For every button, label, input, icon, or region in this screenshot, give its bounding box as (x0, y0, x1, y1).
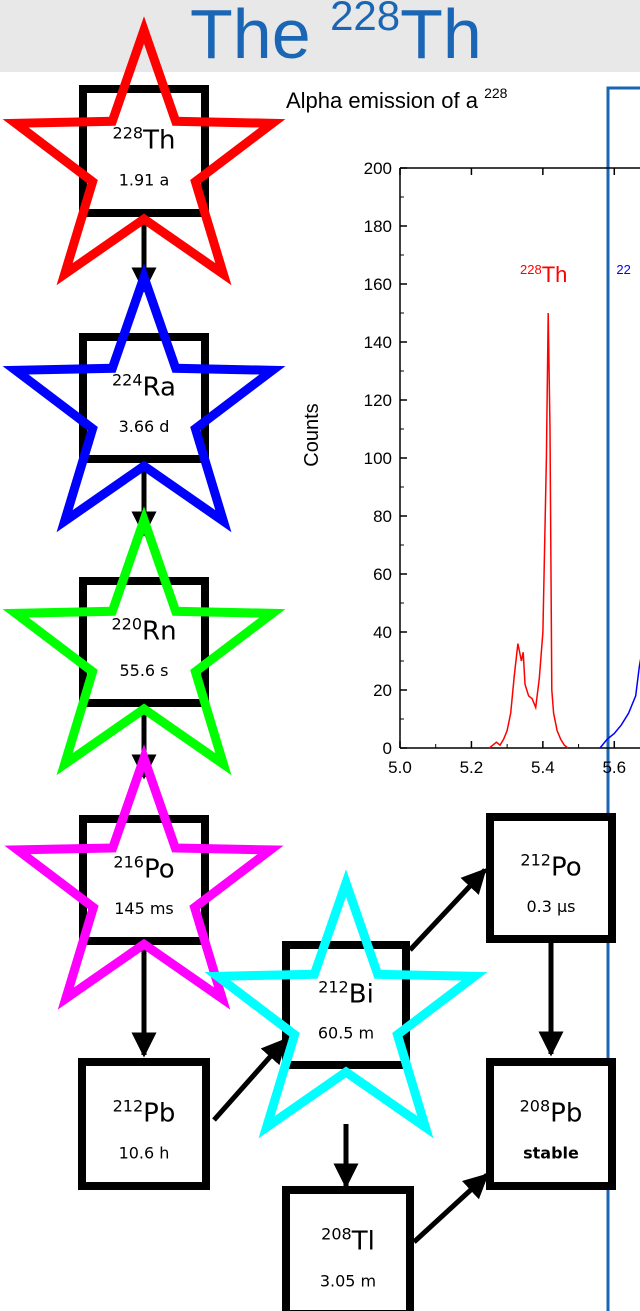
nuclide-symbol: 228Th (113, 124, 176, 156)
spectrum-series-line (599, 658, 640, 749)
star-marker-ra224 (2, 263, 286, 533)
nuclide-symbol: 208Tl (321, 1225, 375, 1257)
y-tick-label: 200 (364, 159, 392, 178)
nuclide-symbol: 208Pb (520, 1097, 583, 1129)
x-tick-label: 5.6 (602, 758, 626, 777)
nuclide-half-life: stable (523, 1144, 579, 1163)
y-tick-label: 180 (364, 217, 392, 236)
y-tick-label: 60 (373, 565, 392, 584)
arrow-bi-po (408, 868, 487, 952)
peak-label: 228Th (520, 262, 567, 287)
nuclide-box-frame (79, 333, 209, 463)
y-tick-label: 100 (364, 449, 392, 468)
nuclide-box-ra224: 224Ra 3.66 d (79, 333, 209, 463)
star-marker-th228 (2, 16, 286, 286)
info-panel-border (606, 86, 640, 1311)
x-tick-label: 5.4 (531, 758, 555, 777)
nuclide-half-life: 1.91 a (119, 171, 170, 190)
peak-label: 22 (616, 262, 630, 277)
nuclide-box-th228: 228Th 1.91 a (79, 85, 209, 217)
nuclide-half-life: 3.05 m (320, 1272, 376, 1291)
nuclide-symbol: 224Ra (112, 371, 176, 403)
chart-caption: Alpha emission of a 228 (286, 85, 508, 113)
nuclide-box-frame (282, 1186, 414, 1311)
nuclide-box-frame (79, 85, 209, 217)
nuclide-box-po212: 212Po 0.3 µs (486, 813, 616, 943)
nuclide-half-life: 55.6 s (119, 661, 168, 680)
y-tick-label: 80 (373, 507, 392, 526)
arrow-pb-bi (212, 1038, 287, 1122)
y-tick-label: 120 (364, 391, 392, 410)
nuclide-box-frame (79, 815, 209, 945)
slide-title: The 228Th (190, 0, 482, 73)
star-marker-po216 (4, 744, 284, 1010)
nuclide-box-frame (486, 1058, 616, 1190)
y-tick-label: 140 (364, 333, 392, 352)
nuclide-symbol: 212Pb (113, 1097, 176, 1129)
nuclide-half-life: 10.6 h (119, 1144, 170, 1163)
y-tick-label: 0 (383, 739, 392, 758)
nuclide-box-po216: 216Po 145 ms (79, 815, 209, 945)
nuclide-box-pb208: 208Pb stable (486, 1058, 616, 1190)
star-marker-bi212 (204, 869, 488, 1139)
nuclide-box-bi212: 212Bi 60.5 m (282, 941, 410, 1069)
nuclide-symbol: 220Rn (111, 615, 176, 647)
x-tick-label: 5.0 (388, 758, 412, 777)
nuclide-symbol: 216Po (113, 853, 174, 885)
nuclide-symbol: 212Po (520, 851, 581, 883)
nuclide-half-life: 0.3 µs (526, 897, 575, 916)
nuclide-symbol: 212Bi (318, 978, 374, 1010)
title-banner (0, 0, 640, 72)
nuclide-box-frame (78, 1058, 210, 1190)
alpha-spectrum-chart: Counts 0 20 40 60 80 100 120 140 160 180 200 5.0 5.2… (301, 159, 640, 777)
nuclide-box-tl208: 208Tl 3.05 m (282, 1186, 414, 1311)
star-marker-rn220 (2, 506, 286, 776)
y-tick-label: 40 (373, 623, 392, 642)
y-tick-label: 20 (373, 681, 392, 700)
nuclide-box-pb212: 212Pb 10.6 h (78, 1058, 210, 1190)
nuclide-half-life: 3.66 d (119, 417, 170, 436)
y-tick-label: 160 (364, 275, 392, 294)
y-axis-label: Counts (301, 403, 323, 466)
nuclide-half-life: 60.5 m (318, 1024, 374, 1043)
nuclide-box-frame (486, 813, 616, 943)
x-tick-label: 5.2 (460, 758, 484, 777)
nuclide-half-life: 145 ms (114, 899, 174, 918)
nuclide-box-frame (79, 577, 209, 707)
spectrum-series-line (488, 312, 569, 749)
arrow-tl-pb208 (412, 1173, 489, 1244)
nuclide-box-rn220: 220Rn 55.6 s (79, 577, 209, 707)
nuclide-box-frame (282, 941, 410, 1069)
